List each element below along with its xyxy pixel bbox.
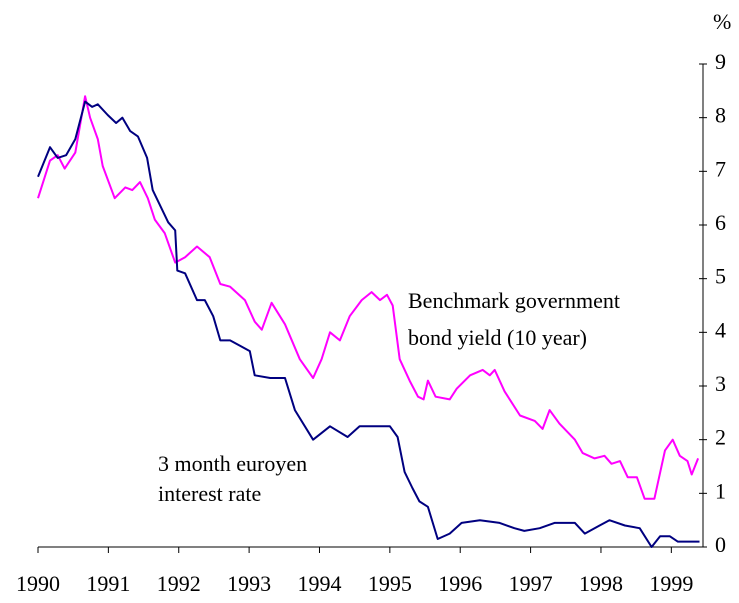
- y-tick-label: 3: [715, 371, 726, 396]
- y-tick-label: 8: [715, 103, 726, 128]
- series-annotation: 3 month euroyen: [158, 451, 307, 476]
- series-line: [37, 100, 700, 548]
- y-tick-label: 0: [715, 532, 726, 557]
- y-tick-label: 9: [715, 49, 726, 74]
- series-annotation: interest rate: [158, 481, 261, 506]
- x-tick-label: 1994: [297, 571, 341, 596]
- y-tick-label: 5: [715, 264, 726, 289]
- y-tick-label: 1: [715, 478, 726, 503]
- x-tick-label: 1997: [509, 571, 553, 596]
- series-line: [37, 95, 700, 500]
- y-tick-label: 7: [715, 156, 726, 181]
- x-tick-label: 1990: [16, 571, 60, 596]
- y-tick-label: 6: [715, 210, 726, 235]
- x-tick-label: 1993: [227, 571, 271, 596]
- series-annotation: bond yield (10 year): [408, 325, 587, 350]
- x-tick-label: 1998: [579, 571, 623, 596]
- x-tick-label: 1995: [368, 571, 412, 596]
- y-tick-label: 2: [715, 425, 726, 450]
- x-tick-label: 1991: [86, 571, 130, 596]
- y-axis-label: %: [713, 9, 731, 34]
- series-annotation: Benchmark government: [408, 288, 620, 313]
- x-tick-label: 1999: [649, 571, 693, 596]
- y-tick-label: 4: [715, 317, 726, 342]
- x-tick-label: 1996: [438, 571, 482, 596]
- x-tick-label: 1992: [157, 571, 201, 596]
